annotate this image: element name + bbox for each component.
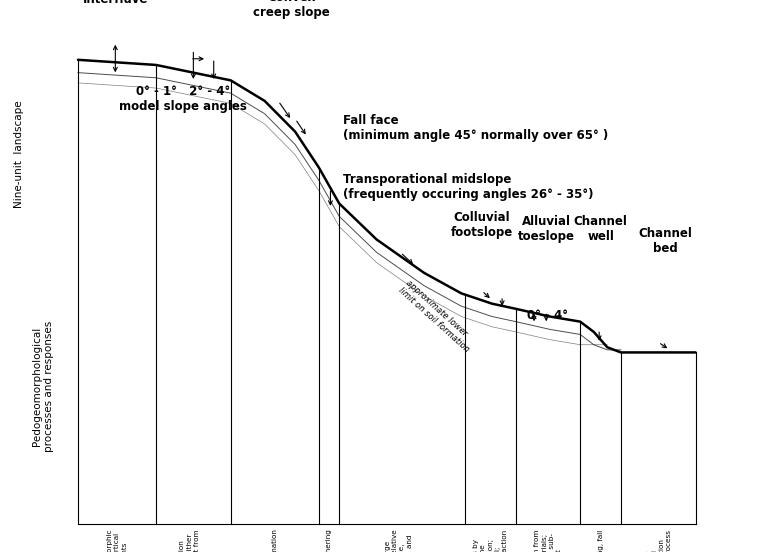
Text: Interfluve, with predominant pedogeomorphic
processes being those resulting from: Interfluve, with predominant pedogeomorp…	[107, 529, 128, 552]
Text: Fall face
(minimum angle 45° normally over 65° ): Fall face (minimum angle 45° normally ov…	[342, 114, 608, 142]
Text: Channel
well: Channel well	[573, 215, 627, 243]
Text: Alluvial
toeslope: Alluvial toeslope	[518, 215, 575, 243]
Text: Response to mechanical and chemical eluviation
by lateral subsurface soil-water : Response to mechanical and chemical eluv…	[179, 529, 207, 552]
Text: fall; slide; chemical and physical weathering: fall; slide; chemical and physical weath…	[326, 529, 332, 552]
Text: Corrasion, slumping, fall: Corrasion, slumping, fall	[597, 529, 604, 552]
Text: Response to transportation of a large
amount of materials downslope, relative
to: Response to transportation of a large am…	[385, 529, 420, 552]
Text: Redoposition of materials by
mass movement and some
surface wash; fan formation;: Redoposition of materials by mass moveme…	[473, 529, 508, 552]
Text: approximate lower
limit on soil formation: approximate lower limit on soil formatio…	[397, 278, 478, 354]
Text: Response to redeposition from
upvalley of alluvial materials;
processes resultin: Response to redeposition from upvalley o…	[534, 529, 562, 552]
Text: 0° - 4°: 0° - 4°	[527, 309, 568, 322]
Text: Convex
creep slope: Convex creep slope	[254, 0, 330, 19]
Text: Transporational midslope
(frequently occuring angles 26° - 35°): Transporational midslope (frequently occ…	[342, 173, 593, 201]
Text: Interfluve: Interfluve	[83, 0, 148, 6]
Text: Soil creep; terracette formation: Soil creep; terracette formation	[271, 529, 278, 552]
Text: Colluvial
footslope: Colluvial footslope	[451, 211, 513, 239]
Text: Stream channel bed, with
transportation of material
downvalley by stream action
: Stream channel bed, with transportation …	[644, 529, 672, 552]
Text: Pedogeomorphological
processes and responses: Pedogeomorphological processes and respo…	[32, 321, 54, 452]
Text: Nine-unit  landscape: Nine-unit landscape	[15, 101, 24, 208]
Text: Channel
bed: Channel bed	[638, 227, 692, 255]
Text: 0° - 1°   2° - 4°
model slope angles: 0° - 1° 2° - 4° model slope angles	[119, 86, 247, 114]
